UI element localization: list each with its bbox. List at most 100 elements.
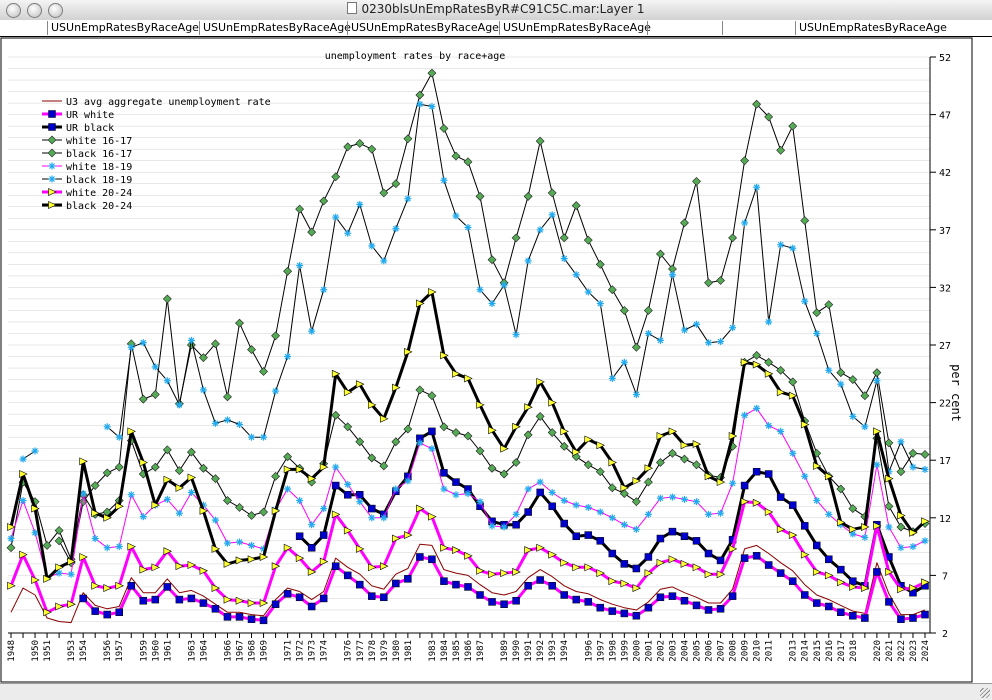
data-point xyxy=(584,563,593,572)
data-point xyxy=(729,324,737,332)
layer-tab-2[interactable]: USUnEmpRatesByRaceAge xyxy=(199,21,351,35)
data-point xyxy=(631,342,641,352)
data-point xyxy=(728,544,738,553)
chart-title: unemployment rates by race+age xyxy=(325,51,506,62)
legend-marker xyxy=(48,162,56,170)
data-point xyxy=(740,497,750,506)
data-point xyxy=(19,455,27,463)
data-point xyxy=(391,437,401,447)
x-tick-label: 1978 xyxy=(368,640,378,662)
data-point xyxy=(163,547,173,556)
x-tick-label: 1953 xyxy=(67,640,77,662)
data-point xyxy=(428,427,436,436)
data-point xyxy=(861,523,870,531)
data-point xyxy=(500,600,508,608)
data-point xyxy=(560,255,568,263)
data-point xyxy=(247,555,257,564)
zoom-window-button[interactable] xyxy=(48,3,63,18)
data-point xyxy=(427,391,437,401)
legend-marker xyxy=(47,135,57,145)
data-point xyxy=(31,504,40,513)
data-point xyxy=(102,468,112,478)
layer-tab-3[interactable]: USUnEmpRatesByRaceAge xyxy=(347,21,499,35)
layer-tab-1[interactable]: USUnEmpRatesByRaceAge xyxy=(47,21,199,35)
data-point xyxy=(175,401,183,409)
data-point xyxy=(236,420,243,428)
data-point xyxy=(824,472,834,481)
x-tick-label: 1973 xyxy=(308,640,318,662)
data-point xyxy=(813,329,821,337)
data-point xyxy=(812,308,822,318)
data-point xyxy=(765,318,773,326)
data-point xyxy=(632,564,641,573)
data-point xyxy=(620,560,629,568)
data-point xyxy=(512,331,520,339)
close-window-button[interactable] xyxy=(6,3,21,18)
data-point xyxy=(343,571,352,580)
data-point xyxy=(404,531,413,540)
data-point xyxy=(356,498,364,506)
data-point xyxy=(741,411,749,419)
data-point xyxy=(693,498,700,506)
data-point xyxy=(416,299,425,308)
data-point xyxy=(247,511,256,520)
data-point xyxy=(344,229,352,237)
resize-grip-icon[interactable] xyxy=(980,688,990,698)
x-tick-label: 1997 xyxy=(596,640,606,662)
legend-marker xyxy=(48,175,56,183)
data-point xyxy=(776,388,786,397)
data-point xyxy=(572,595,580,604)
data-point xyxy=(198,463,208,473)
data-point xyxy=(115,543,123,551)
data-point xyxy=(223,613,232,621)
layer-tab-4[interactable]: USUnEmpRatesByRaceAge xyxy=(499,21,651,35)
data-point xyxy=(861,533,869,541)
data-point xyxy=(380,257,388,265)
data-point xyxy=(272,387,280,395)
data-point xyxy=(921,578,930,587)
x-tick-label: 2018 xyxy=(849,640,859,662)
data-point xyxy=(692,176,701,186)
data-point xyxy=(849,412,857,420)
data-point xyxy=(607,483,617,493)
data-point xyxy=(356,580,364,589)
data-point xyxy=(331,410,341,420)
data-point xyxy=(235,318,244,328)
data-point xyxy=(127,343,135,351)
data-point xyxy=(571,201,581,211)
data-point xyxy=(55,569,63,577)
data-point xyxy=(91,581,100,590)
data-point xyxy=(704,570,714,579)
x-tick-label: 1951 xyxy=(43,640,53,662)
chart-legend: U3 avg aggregate unemployment rate UR whi… xyxy=(42,97,271,212)
x-tick-label: 2010 xyxy=(753,640,763,662)
data-point xyxy=(175,562,185,571)
data-point xyxy=(764,508,774,517)
data-point xyxy=(608,458,618,467)
data-point xyxy=(535,136,545,146)
data-point xyxy=(548,502,556,511)
data-point xyxy=(644,464,654,473)
minimize-window-button[interactable] xyxy=(27,3,42,18)
data-point xyxy=(91,607,99,615)
data-point xyxy=(115,502,124,511)
data-point xyxy=(860,391,870,401)
x-tick-label: 2004 xyxy=(680,640,690,662)
x-tick-label: 1960 xyxy=(151,640,161,662)
data-point xyxy=(764,561,773,569)
data-point xyxy=(884,501,894,511)
data-point xyxy=(19,470,28,478)
data-point xyxy=(452,491,460,499)
data-point xyxy=(909,528,918,537)
data-point xyxy=(849,577,857,585)
layer-tab-5[interactable]: USUnEmpRatesByRaceAge xyxy=(795,21,947,35)
data-point xyxy=(595,467,605,477)
data-point xyxy=(704,472,714,481)
data-point xyxy=(547,428,557,437)
data-point xyxy=(524,257,532,265)
x-tick-label: 1967 xyxy=(236,640,246,662)
data-point xyxy=(283,266,293,276)
legend-marker xyxy=(48,188,57,196)
data-point xyxy=(284,485,292,493)
data-point xyxy=(499,469,509,479)
